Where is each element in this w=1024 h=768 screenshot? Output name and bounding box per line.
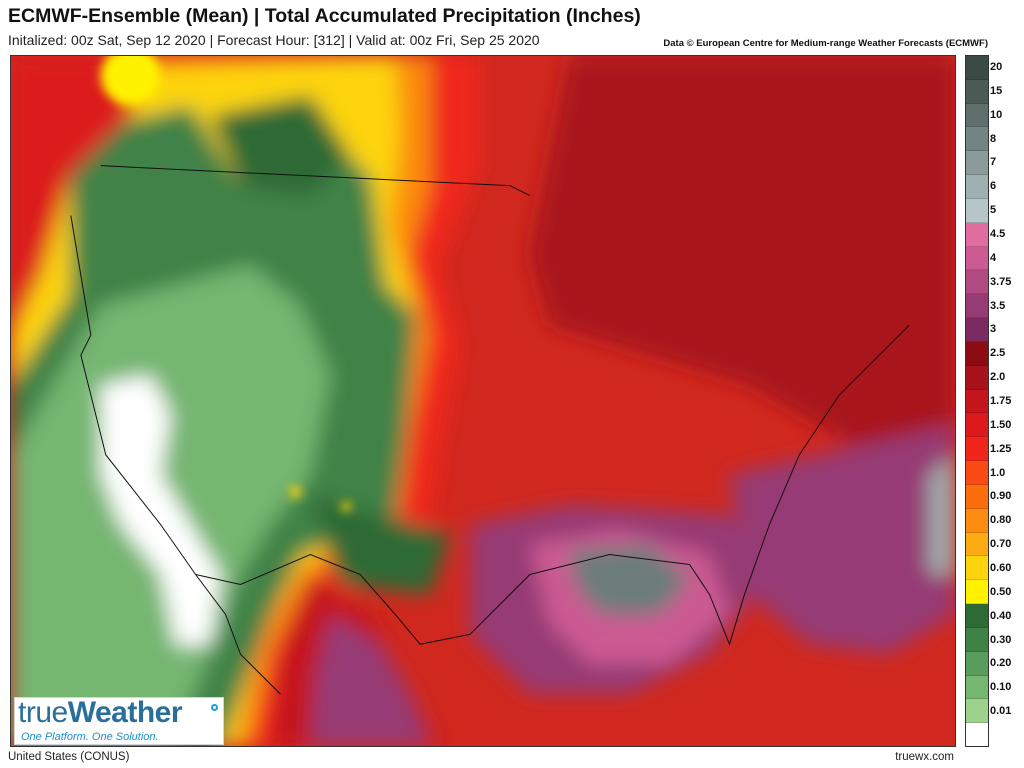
legend-swatch — [966, 56, 988, 80]
legend-labels: 20 15 10 8 7 6 5 4.5 4 3.75 3.5 3 2.5 2.0 1.75 1.50 1.25… — [990, 55, 1024, 747]
legend-label: 0.80 — [990, 514, 1012, 527]
legend-label: 1.50 — [990, 418, 1012, 431]
logo-brand-text: trueWeather — [18, 696, 183, 730]
legend-label: 4 — [990, 251, 997, 264]
legend-swatch — [966, 580, 988, 605]
precipitation-field — [11, 56, 955, 746]
legend-label: 1.0 — [990, 466, 1006, 479]
legend-swatch — [966, 246, 988, 271]
legend-label: 20 — [990, 60, 1003, 73]
region-north-rockies-dark-green — [210, 95, 351, 196]
legend-label: 5 — [990, 204, 997, 217]
region-southern-rockies-green — [310, 494, 451, 595]
legend-swatch — [966, 532, 988, 557]
legend-label: 4.5 — [990, 227, 1006, 240]
legend-swatch — [966, 723, 988, 747]
legend-swatch — [966, 222, 988, 247]
logo-brand-weather: Weather — [67, 696, 183, 729]
legend-label: 3 — [990, 323, 997, 336]
legend-label: 6 — [990, 180, 997, 193]
legend-swatch — [966, 151, 988, 176]
legend-swatch — [966, 413, 988, 438]
logo-tagline: One Platform. One Solution. — [21, 731, 159, 743]
map-highlights — [100, 56, 352, 512]
legend-swatch — [966, 341, 988, 366]
map-boundaries — [70, 165, 910, 695]
spot-yellow-2 — [341, 501, 352, 512]
legend-label: 7 — [990, 156, 997, 169]
forecast-info: Initalized: 00z Sat, Sep 12 2020 | Forec… — [8, 32, 540, 48]
legend-label: 8 — [990, 132, 997, 145]
logo-brand-true: true — [18, 696, 68, 729]
data-credit: Data © European Centre for Medium-range … — [663, 38, 988, 49]
trueweather-logo: trueWeather One Platform. One Solution. — [14, 696, 224, 745]
legend-label: 0.40 — [990, 609, 1012, 622]
legend-swatch — [966, 627, 988, 652]
site-label: truewx.com — [895, 751, 954, 763]
legend-swatch — [966, 675, 988, 700]
mexico-border-line — [195, 554, 471, 645]
legend-swatch — [966, 127, 988, 152]
legend-label: 15 — [990, 84, 1003, 97]
spot-yellow-north — [100, 56, 161, 106]
legend-label: 2.5 — [990, 347, 1006, 360]
region-mexico-purple — [310, 614, 431, 746]
legend-swatch — [966, 365, 988, 390]
legend-swatch — [966, 461, 988, 485]
region-california-dry — [100, 375, 221, 647]
spot-yellow-1 — [289, 485, 302, 498]
legend-label: 3.5 — [990, 299, 1006, 312]
legend-swatch — [966, 175, 988, 199]
legend-label: 0.20 — [990, 657, 1012, 670]
legend-label: 2.0 — [990, 371, 1006, 384]
legend-swatch — [966, 198, 988, 223]
legend-label — [990, 723, 1024, 747]
legend-swatch — [966, 604, 988, 628]
legend-swatch — [966, 103, 988, 128]
region-gulf-gray-core — [569, 544, 690, 615]
legend-swatch — [966, 508, 988, 533]
legend-label: 0.30 — [990, 633, 1012, 646]
legend-swatch — [966, 270, 988, 295]
legend-color-bar — [965, 55, 989, 747]
legend-label: 10 — [990, 108, 1003, 121]
region-northeast-heavy — [529, 56, 955, 485]
precipitation-map-canvas — [11, 56, 955, 746]
legend-label: 0.70 — [990, 538, 1012, 551]
legend-swatch — [966, 318, 988, 342]
legend-swatch — [966, 556, 988, 581]
legend-label: 0.50 — [990, 585, 1012, 598]
region-atlantic-purple — [729, 424, 955, 655]
region-label: United States (CONUS) — [8, 751, 130, 763]
legend-label: 0.10 — [990, 681, 1012, 694]
legend-label: 1.75 — [990, 394, 1012, 407]
logo-degree-icon — [211, 704, 218, 711]
legend-swatch — [966, 484, 988, 509]
map-title: ECMWF-Ensemble (Mean) | Total Accumulate… — [8, 5, 641, 27]
legend-label: 1.25 — [990, 442, 1012, 455]
legend-label: 0.60 — [990, 561, 1012, 574]
canada-border-line — [100, 165, 531, 197]
legend-swatch — [966, 699, 988, 724]
region-atlantic-gray — [929, 454, 955, 575]
gulf-atlantic-coastline — [469, 324, 910, 646]
legend-label: 0.01 — [990, 705, 1012, 718]
legend-swatch — [966, 79, 988, 104]
legend-swatch — [966, 389, 988, 414]
precipitation-map — [10, 55, 956, 747]
legend-swatch — [966, 294, 988, 319]
legend-label: 0.90 — [990, 490, 1012, 503]
west-coastline — [70, 215, 281, 695]
legend-swatch — [966, 651, 988, 676]
region-pacific-northwest — [11, 56, 151, 336]
legend-label: 3.75 — [990, 275, 1012, 288]
legend-swatch — [966, 437, 988, 462]
